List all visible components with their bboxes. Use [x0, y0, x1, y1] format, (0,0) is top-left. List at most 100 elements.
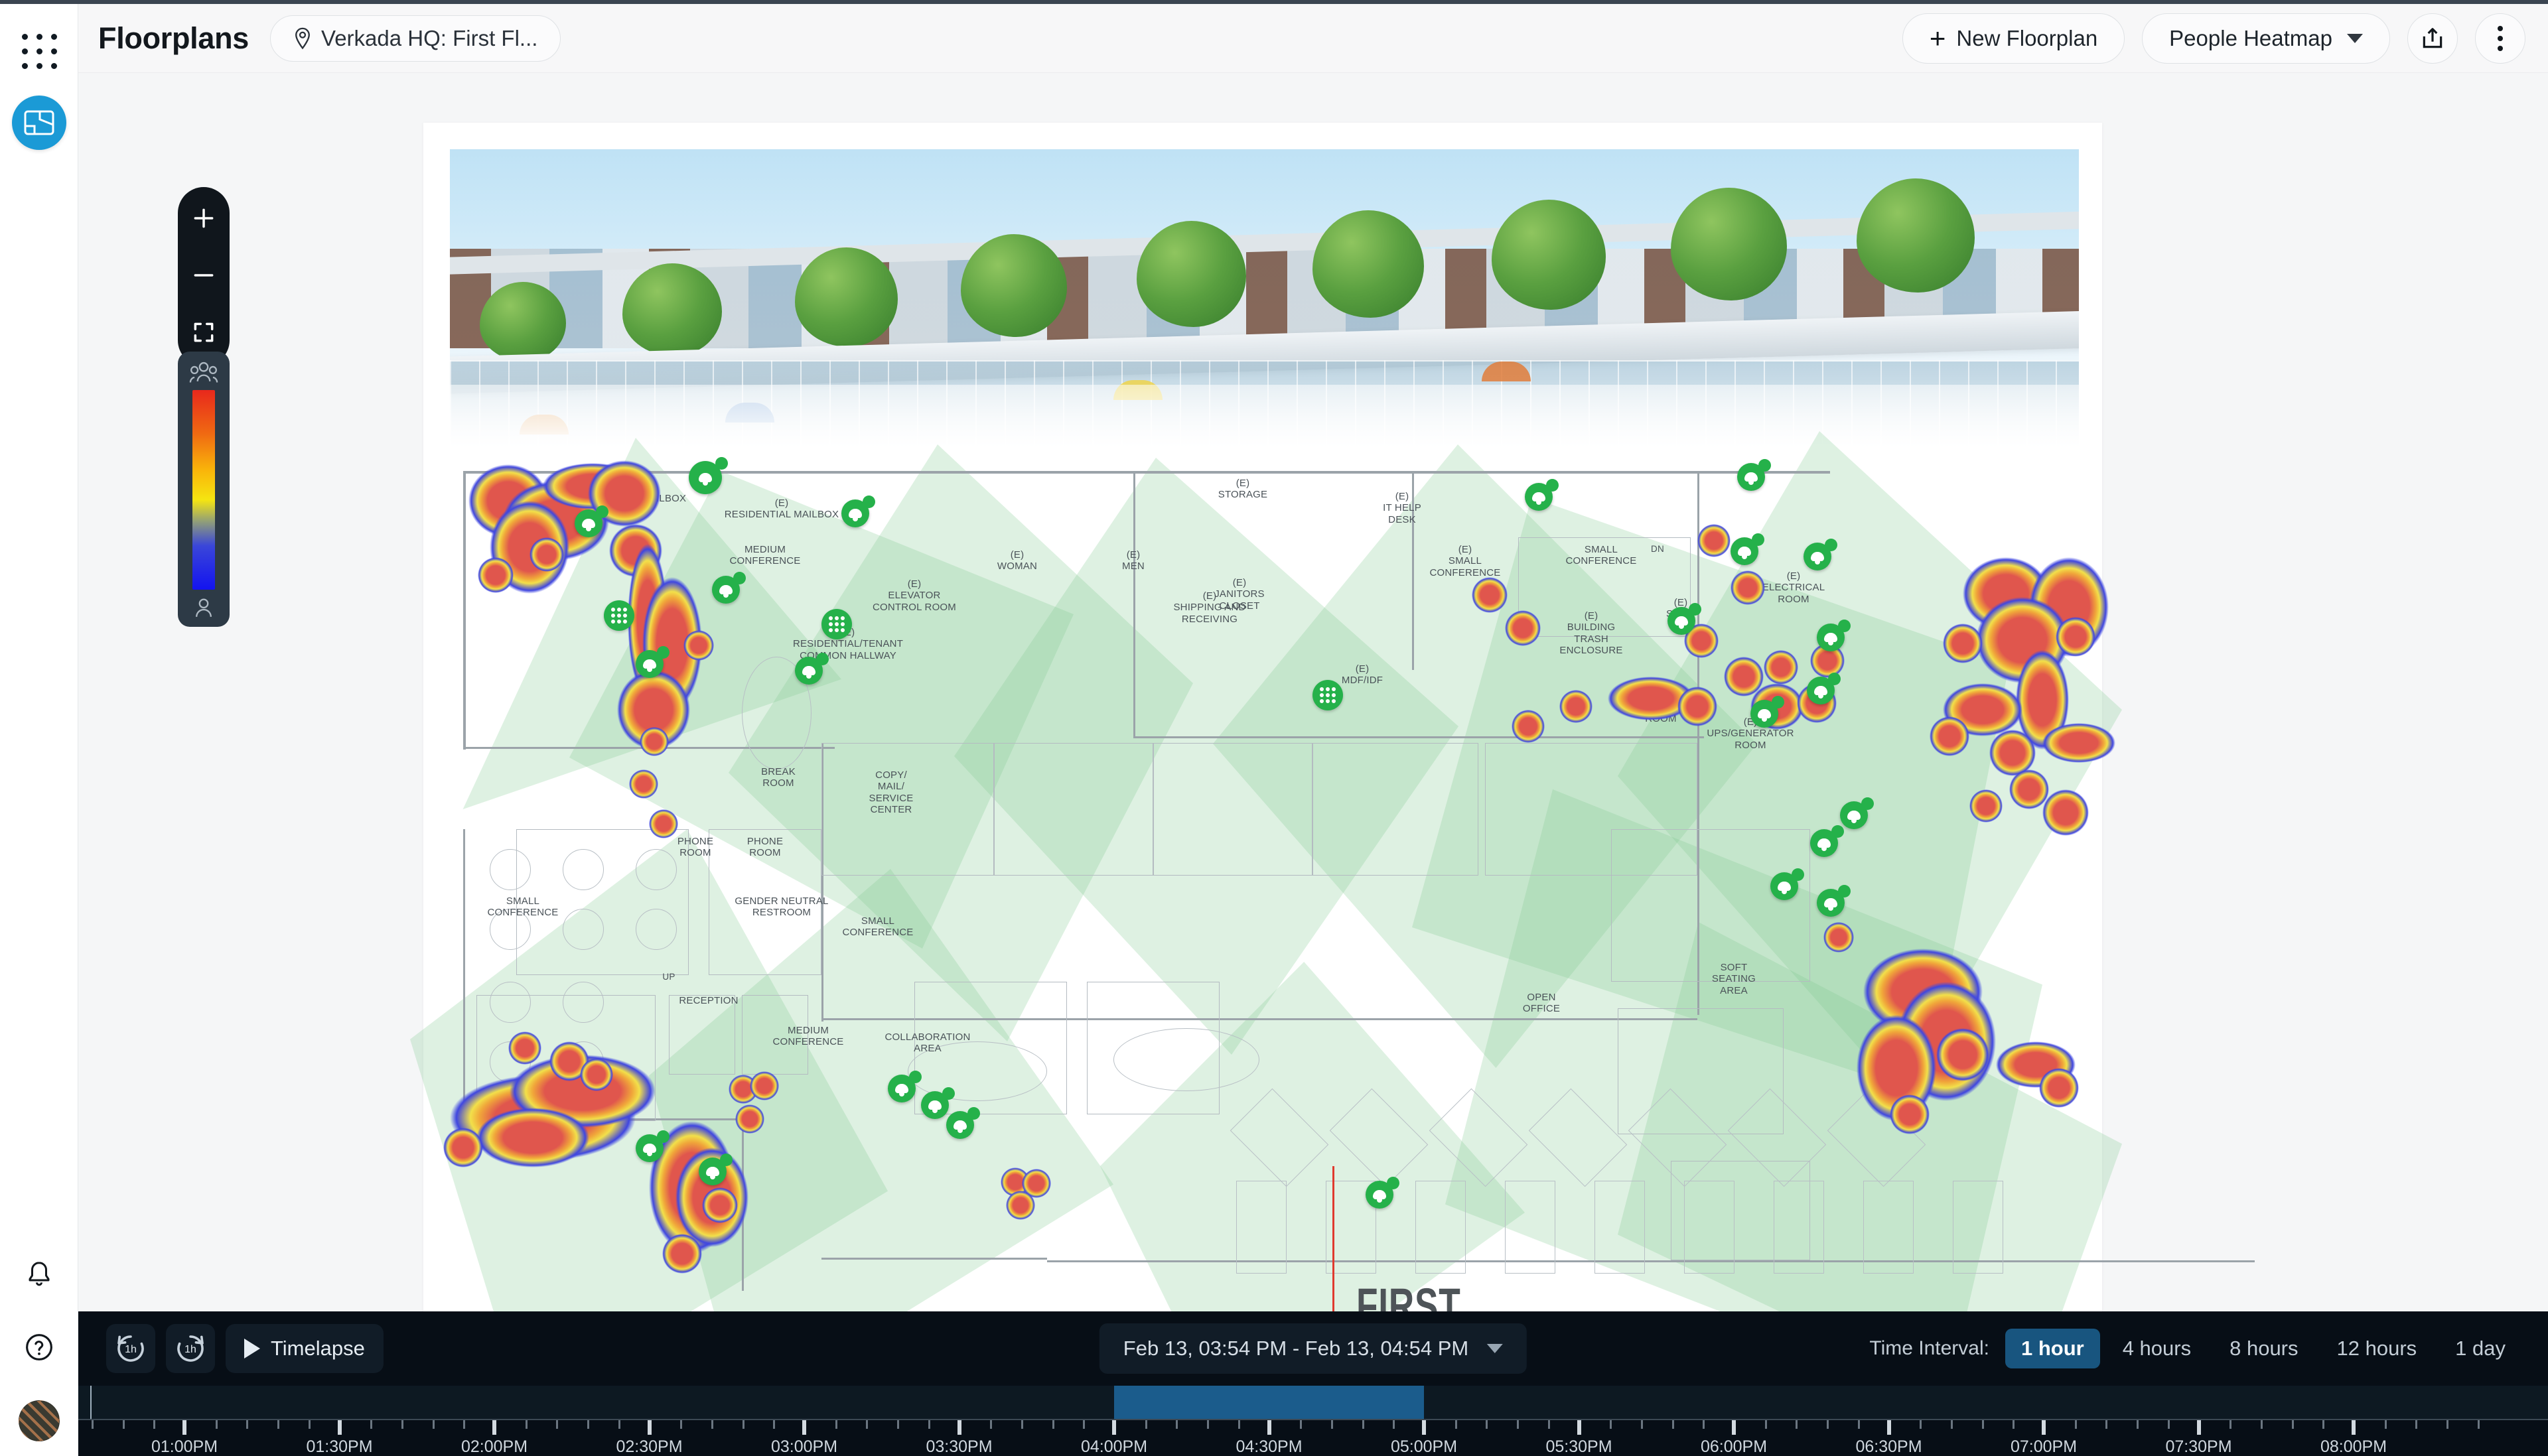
timeline-tick-minor — [742, 1420, 744, 1429]
skip-forward-1h-button[interactable]: 1h — [166, 1324, 215, 1373]
timeline-tick-minor — [1021, 1420, 1023, 1429]
share-button[interactable] — [2407, 13, 2458, 64]
timeline-ruler[interactable]: 01:00PM 01:30PM 02:00PM 02:30PM 03:00PM 03:30… — [78, 1386, 2548, 1456]
interval-option-4-hours[interactable]: 4 hours — [2122, 1337, 2192, 1360]
share-export-icon — [2423, 27, 2442, 48]
overlay-mode-select[interactable]: People Heatmap — [2142, 13, 2390, 64]
timeline-tick-label: 08:00PM — [2320, 1437, 2387, 1456]
timeline-tick-minor — [1145, 1420, 1147, 1429]
zoom-in-button[interactable] — [178, 196, 230, 240]
camera-marker[interactable] — [1807, 673, 1841, 704]
time-range-selector[interactable]: Feb 13, 03:54 PM - Feb 13, 04:54 PM — [1099, 1323, 1527, 1374]
camera-marker[interactable] — [1737, 459, 1771, 491]
heatmap-gradient-bar — [192, 390, 215, 590]
svg-text:1h: 1h — [184, 1344, 196, 1355]
timeline-tick-major — [2352, 1420, 2356, 1435]
camera-marker-layer — [450, 457, 2079, 1311]
new-floorplan-label: New Floorplan — [1956, 25, 2098, 50]
more-options-button[interactable] — [2475, 13, 2525, 64]
camera-marker[interactable] — [946, 1107, 980, 1139]
timeline-tick-minor — [1703, 1420, 1705, 1429]
interval-option-1-day[interactable]: 1 day — [2455, 1337, 2506, 1360]
camera-marker[interactable] — [1840, 797, 1874, 829]
fit-to-screen-button[interactable] — [178, 310, 230, 354]
timelapse-button[interactable]: Timelapse — [226, 1324, 384, 1373]
left-rail — [0, 4, 78, 1456]
camera-marker[interactable] — [1804, 539, 1837, 570]
timeline-tick-minor — [2322, 1420, 2325, 1429]
camera-marker[interactable] — [1810, 825, 1844, 857]
window-top-bar — [0, 0, 2548, 4]
timeline-tick-minor — [866, 1420, 869, 1429]
camera-marker[interactable] — [1750, 696, 1784, 728]
timeline-tick-minor — [1454, 1420, 1457, 1429]
heatmap-legend — [178, 352, 230, 627]
camera-marker[interactable] — [888, 1071, 922, 1102]
user-avatar[interactable] — [19, 1400, 60, 1441]
timeline-tick-minor — [2446, 1420, 2449, 1429]
timeline-tick-minor — [1796, 1420, 1798, 1429]
architectural-linework — [450, 458, 2255, 1311]
interval-option-8-hours[interactable]: 8 hours — [2230, 1337, 2299, 1360]
timeline-tick-minor — [680, 1420, 683, 1429]
camera-marker[interactable] — [841, 496, 875, 527]
new-floorplan-button[interactable]: + New Floorplan — [1902, 13, 2125, 64]
timeline-tick-major — [1422, 1420, 1426, 1435]
timeline-selection-range[interactable] — [1114, 1386, 1424, 1419]
camera-marker[interactable] — [712, 572, 746, 604]
camera-marker[interactable] — [1731, 533, 1764, 565]
interval-option-12-hours[interactable]: 12 hours — [2336, 1337, 2417, 1360]
camera-marker[interactable] — [1366, 1177, 1399, 1209]
building-render-photo — [450, 149, 2079, 448]
timeline-tick-minor — [1517, 1420, 1520, 1429]
camera-marker[interactable] — [689, 457, 728, 494]
help-circle-icon[interactable] — [21, 1329, 58, 1366]
timeline-tick-label: 01:30PM — [306, 1437, 373, 1456]
timeline-tick-minor — [1486, 1420, 1488, 1429]
timeline-tick-minor — [1330, 1420, 1333, 1429]
floorplan-selector-chip[interactable]: Verkada HQ: First Fl... — [270, 15, 561, 62]
timeline-tick-minor — [1238, 1420, 1240, 1429]
camera-marker[interactable] — [1817, 885, 1851, 917]
apps-grid-icon[interactable] — [17, 29, 61, 73]
air-quality-sensor-marker[interactable] — [821, 609, 852, 639]
timeline-baseline — [78, 1419, 2548, 1420]
camera-marker[interactable] — [636, 1130, 670, 1162]
floorplan-canvas[interactable]: (E) RESIDENTIAL MAILBOX (E) RESIDENTIAL … — [78, 73, 2548, 1311]
sidebar-item-floorplans[interactable] — [12, 96, 66, 150]
timeline-tick-minor — [897, 1420, 900, 1429]
camera-marker[interactable] — [795, 653, 829, 685]
timeline-tick-major — [1732, 1420, 1736, 1435]
zoom-out-button[interactable] — [178, 253, 230, 297]
camera-marker[interactable] — [636, 646, 670, 678]
timeline-tick-minor — [1052, 1420, 1054, 1429]
floorplan-drawing: (E) RESIDENTIAL MAILBOX (E) RESIDENTIAL … — [410, 431, 2255, 1311]
timeline-tick-major — [182, 1420, 186, 1435]
camera-marker[interactable] — [1817, 620, 1851, 651]
timeline-tick-minor — [1207, 1420, 1210, 1429]
skip-back-1h-button[interactable]: 1h — [106, 1324, 155, 1373]
camera-marker[interactable] — [575, 505, 608, 537]
timeline-tick-minor — [2105, 1420, 2108, 1429]
camera-marker[interactable] — [1525, 479, 1559, 511]
timeline-tick-minor — [153, 1420, 156, 1429]
playback-controls: 1h 1h Timelapse — [106, 1324, 384, 1373]
camera-marker[interactable] — [1667, 603, 1701, 635]
kebab-menu-icon — [2498, 25, 2503, 51]
timeline-tick-label: 07:30PM — [2165, 1437, 2232, 1456]
chevron-down-icon — [1487, 1344, 1504, 1353]
timeline-playhead[interactable] — [90, 1386, 92, 1419]
timeline-tick-minor — [277, 1420, 280, 1429]
page-title: Floorplans — [98, 21, 249, 55]
camera-marker[interactable] — [1770, 868, 1804, 900]
interval-selector: Time Interval: 1 hour 4 hours 8 hours 12… — [1869, 1323, 2521, 1374]
bell-icon[interactable] — [21, 1257, 58, 1294]
camera-marker[interactable] — [699, 1154, 733, 1185]
interval-option-1-hour[interactable]: 1 hour — [2005, 1329, 2100, 1368]
single-person-icon — [196, 598, 212, 618]
air-quality-sensor-marker[interactable] — [1312, 680, 1343, 710]
air-quality-sensor-marker[interactable] — [604, 600, 634, 631]
camera-marker[interactable] — [921, 1087, 955, 1119]
play-icon — [244, 1339, 260, 1358]
timeline-tick-major — [1267, 1420, 1271, 1435]
